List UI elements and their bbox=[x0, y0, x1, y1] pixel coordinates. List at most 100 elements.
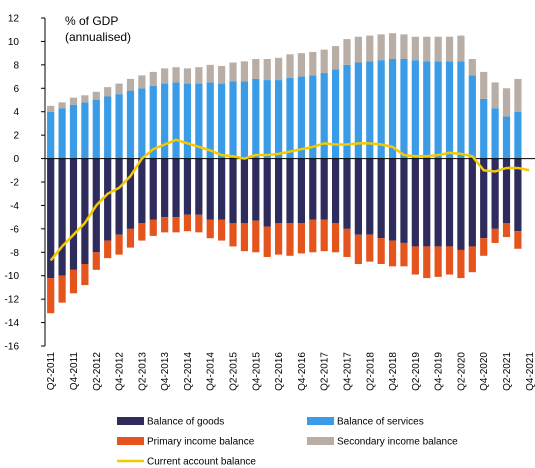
bar bbox=[502, 116, 511, 159]
x-tick-label: Q2-2016 bbox=[274, 352, 285, 391]
bar bbox=[411, 158, 419, 247]
bar bbox=[138, 75, 146, 89]
bar bbox=[47, 158, 55, 279]
bar bbox=[275, 223, 283, 255]
bar bbox=[480, 71, 488, 99]
bar bbox=[240, 81, 249, 159]
bar bbox=[229, 223, 237, 247]
bar bbox=[138, 158, 146, 223]
bar bbox=[388, 240, 397, 267]
bar bbox=[229, 158, 237, 223]
bar bbox=[331, 158, 340, 223]
y-tick-label: -2 bbox=[10, 178, 19, 189]
bar bbox=[434, 61, 442, 159]
bar bbox=[297, 158, 305, 223]
bar bbox=[366, 234, 374, 262]
x-tick-label: Q4-2020 bbox=[479, 352, 490, 391]
bar bbox=[275, 57, 283, 81]
bar bbox=[149, 85, 157, 159]
legend-label: Primary income balance bbox=[147, 437, 255, 448]
bar bbox=[81, 102, 89, 159]
bar bbox=[240, 223, 249, 252]
bar bbox=[92, 252, 100, 270]
bar bbox=[252, 158, 260, 221]
bar bbox=[502, 88, 511, 117]
x-tick-label: Q2-2019 bbox=[411, 352, 422, 391]
bar bbox=[423, 61, 431, 159]
bar bbox=[172, 82, 180, 159]
x-tick-label: Q4-2011 bbox=[69, 352, 80, 391]
bar bbox=[331, 223, 340, 253]
bar bbox=[400, 34, 408, 59]
bar bbox=[252, 59, 260, 79]
bar bbox=[252, 220, 260, 253]
bar bbox=[47, 278, 55, 314]
bar bbox=[514, 78, 522, 112]
bar bbox=[81, 264, 89, 286]
bar bbox=[491, 82, 499, 109]
bar bbox=[104, 240, 112, 259]
y-unit-label: (annualised) bbox=[65, 30, 131, 44]
y-unit-label: % of GDP bbox=[65, 14, 118, 28]
bar bbox=[126, 78, 135, 91]
x-tick-label: Q2-2017 bbox=[320, 352, 331, 391]
x-tick-label: Q2-2021 bbox=[502, 352, 513, 391]
bar bbox=[377, 60, 385, 159]
bar bbox=[161, 217, 169, 233]
y-tick-label: 4 bbox=[13, 107, 19, 118]
bar bbox=[286, 223, 294, 256]
bar bbox=[331, 69, 340, 159]
bar bbox=[206, 64, 214, 83]
bar bbox=[388, 59, 397, 159]
y-tick-label: -6 bbox=[10, 224, 19, 235]
bar bbox=[468, 246, 476, 273]
bar bbox=[183, 83, 192, 159]
bar bbox=[69, 158, 78, 270]
x-tick-label: Q2-2014 bbox=[183, 352, 194, 391]
bar bbox=[115, 94, 123, 159]
bar bbox=[468, 59, 476, 76]
y-tick-label: 6 bbox=[13, 84, 19, 95]
legend-swatch bbox=[307, 417, 334, 425]
bar bbox=[126, 90, 135, 159]
bar bbox=[309, 158, 317, 220]
bar bbox=[366, 158, 374, 235]
bar bbox=[491, 108, 499, 159]
bar bbox=[388, 158, 397, 241]
bar bbox=[195, 83, 203, 159]
bar bbox=[320, 158, 328, 220]
bar bbox=[309, 51, 317, 76]
bar bbox=[69, 97, 78, 105]
bar bbox=[183, 214, 192, 232]
bar bbox=[58, 102, 66, 109]
bar bbox=[161, 68, 169, 84]
bar bbox=[445, 61, 454, 159]
bar bbox=[297, 223, 305, 254]
bar bbox=[218, 158, 226, 220]
bar bbox=[354, 234, 362, 264]
bar bbox=[161, 158, 169, 218]
y-tick-label: 2 bbox=[13, 131, 19, 142]
bar bbox=[195, 214, 203, 233]
bar bbox=[320, 219, 328, 252]
bar bbox=[263, 80, 271, 159]
bar bbox=[354, 36, 362, 63]
bar bbox=[115, 83, 123, 95]
bar bbox=[320, 49, 328, 74]
bar bbox=[81, 95, 89, 103]
bar bbox=[206, 82, 214, 159]
y-tick-label: 10 bbox=[8, 37, 20, 48]
bar bbox=[92, 91, 100, 100]
bar bbox=[69, 269, 78, 294]
bar bbox=[423, 246, 431, 279]
bar bbox=[81, 158, 89, 264]
bar bbox=[126, 158, 135, 229]
x-tick-label: Q2-2018 bbox=[365, 352, 376, 391]
bar bbox=[206, 219, 214, 239]
bar bbox=[218, 83, 226, 159]
bar bbox=[275, 80, 283, 159]
bar bbox=[377, 238, 385, 264]
y-tick-label: 8 bbox=[13, 60, 19, 71]
bar bbox=[423, 36, 431, 62]
legend-swatch bbox=[117, 437, 144, 445]
